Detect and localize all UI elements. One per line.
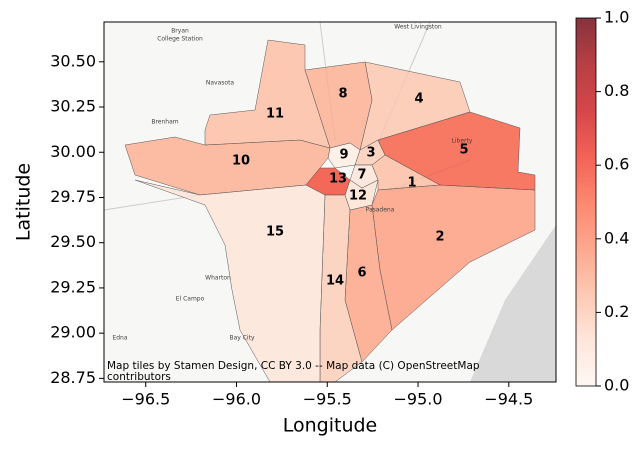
attribution-line: contributors	[107, 371, 171, 383]
basemap-label: El Campo	[176, 296, 205, 303]
region	[377, 111, 536, 191]
colorbar	[575, 17, 597, 387]
y-tick-label: 29.75	[50, 187, 96, 206]
region-label: 3	[366, 146, 375, 161]
attribution: Map tiles by Stamen Design, CC BY 3.0 --…	[107, 360, 480, 383]
region-label: 9	[339, 148, 348, 163]
y-tick-label: 29.25	[50, 277, 96, 296]
basemap-label: Navasota	[206, 80, 235, 87]
colorbar-tick-label: 0.2	[604, 302, 629, 321]
x-tick-label: −96.5	[121, 390, 170, 409]
region-label: 12	[349, 189, 367, 204]
colorbar-tick-label: 0.0	[604, 376, 629, 395]
plot-frame	[103, 21, 557, 383]
attribution-line: Map tiles by Stamen Design, CC BY 3.0 --…	[107, 360, 480, 372]
y-axis-label: Latitude	[13, 163, 35, 241]
region-label: 6	[357, 266, 366, 281]
region-label: 1	[407, 176, 416, 191]
colorbar-tick-label: 0.8	[604, 81, 629, 100]
x-tick-label: −96.0	[212, 390, 261, 409]
colorbar-tick-label: 0.4	[604, 228, 629, 247]
region	[204, 39, 331, 149]
x-tick-label: −94.5	[484, 390, 533, 409]
region	[134, 179, 326, 382]
region-label: 5	[459, 143, 468, 158]
x-tick-label: −95.5	[303, 390, 352, 409]
sea	[470, 225, 556, 382]
basemap-label: Bay City	[229, 335, 254, 342]
y-tick-label: 28.75	[50, 368, 96, 387]
colorbar-tick-label: 0.6	[604, 155, 629, 174]
basemap-label: Edna	[112, 335, 127, 342]
x-axis-label: Longitude	[283, 415, 378, 437]
basemap-label: West Livingston	[394, 24, 442, 31]
basemap-label: Pasadena	[366, 207, 395, 214]
region-label: 14	[326, 274, 344, 289]
region-label: 13	[329, 172, 347, 187]
basemap-label: Bryan	[171, 28, 189, 35]
basemap-label: Brenham	[151, 119, 178, 126]
region-label: 4	[414, 92, 423, 107]
basemap-label: College Station	[157, 36, 203, 43]
region-label: 2	[435, 230, 444, 245]
region	[124, 136, 331, 196]
basemap-label: Wharton	[205, 275, 231, 282]
colorbar-tick-label: 1.0	[604, 8, 629, 27]
region-label: 15	[266, 225, 284, 240]
y-tick-label: 29.50	[50, 232, 96, 251]
x-tick-label: −95.0	[394, 390, 443, 409]
y-tick-label: 29.00	[50, 323, 96, 342]
region-label: 10	[232, 154, 250, 169]
basemap-label: Liberty	[452, 138, 473, 145]
region-label: 7	[357, 168, 366, 183]
region-label: 8	[338, 87, 347, 102]
region-label: 11	[266, 107, 284, 122]
y-tick-label: 30.50	[50, 51, 96, 70]
y-tick-label: 30.00	[50, 142, 96, 161]
y-tick-label: 30.25	[50, 97, 96, 116]
